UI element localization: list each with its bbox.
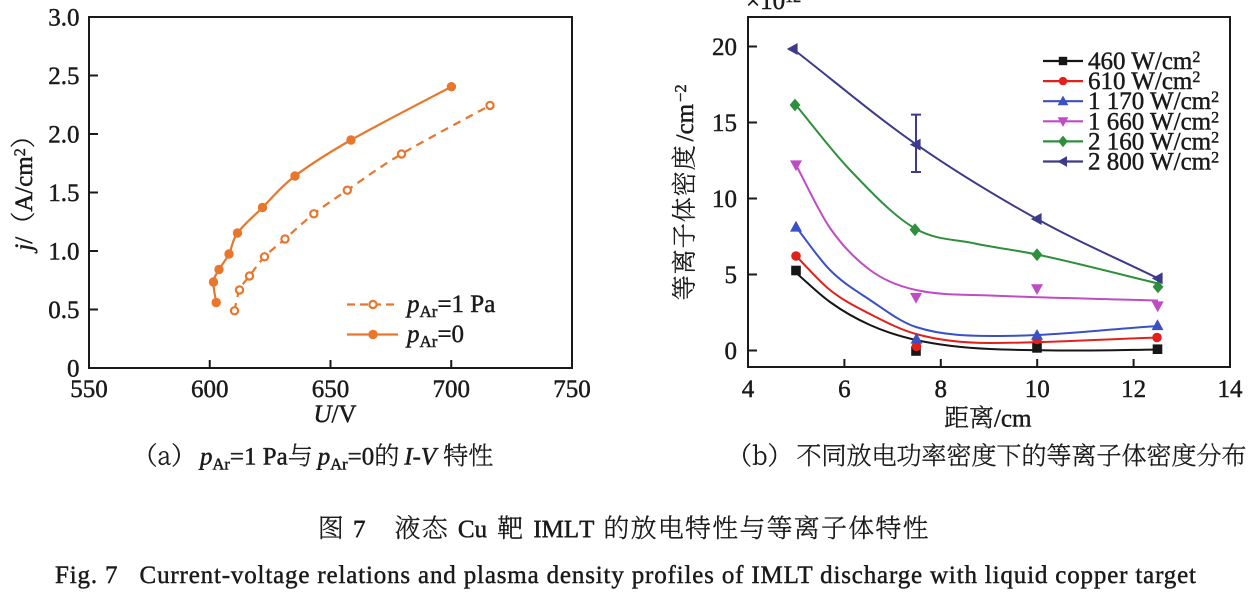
svg-text:610 W/cm2: 610 W/cm2 — [1088, 68, 1200, 95]
svg-text:8: 8 — [935, 376, 948, 403]
svg-text:2 160 W/cm2: 2 160 W/cm2 — [1088, 128, 1219, 155]
svg-text:15: 15 — [712, 110, 737, 137]
svg-text:5: 5 — [725, 262, 738, 289]
svg-text:pAr=1 Pa: pAr=1 Pa — [405, 291, 495, 321]
svg-text:Fig. 7 Current-voltage relat: Fig. 7 Current-voltage relations and pla… — [55, 562, 1196, 589]
svg-text:12: 12 — [1121, 376, 1146, 403]
svg-text:750: 750 — [553, 376, 591, 403]
svg-text:0: 0 — [725, 338, 738, 365]
svg-text:460 W/cm2: 460 W/cm2 — [1088, 48, 1200, 75]
svg-text:0.5: 0.5 — [48, 297, 79, 324]
svg-text:1 660 W/cm2: 1 660 W/cm2 — [1088, 108, 1219, 135]
svg-text:10: 10 — [712, 186, 737, 213]
svg-text:10: 10 — [1025, 376, 1050, 403]
svg-text:2.5: 2.5 — [48, 63, 79, 90]
svg-text:6: 6 — [838, 376, 851, 403]
svg-text:1 170 W/cm2: 1 170 W/cm2 — [1088, 88, 1219, 115]
svg-text:2 800 W/cm2: 2 800 W/cm2 — [1088, 149, 1219, 176]
svg-text:650: 650 — [312, 376, 350, 403]
svg-text:U/V: U/V — [313, 401, 356, 428]
svg-text:2.0: 2.0 — [48, 121, 79, 148]
svg-text:3.0: 3.0 — [48, 4, 79, 31]
svg-text:14: 14 — [1218, 376, 1244, 403]
svg-text:600: 600 — [191, 376, 229, 403]
svg-text:0: 0 — [67, 355, 80, 382]
svg-text:4: 4 — [742, 376, 755, 403]
svg-text:700: 700 — [433, 376, 471, 403]
svg-text:1.5: 1.5 — [48, 180, 79, 207]
svg-text:550: 550 — [70, 376, 108, 403]
svg-text:1.0: 1.0 — [48, 238, 79, 265]
svg-text:20: 20 — [712, 34, 737, 61]
svg-text:pAr=0: pAr=0 — [405, 321, 464, 351]
